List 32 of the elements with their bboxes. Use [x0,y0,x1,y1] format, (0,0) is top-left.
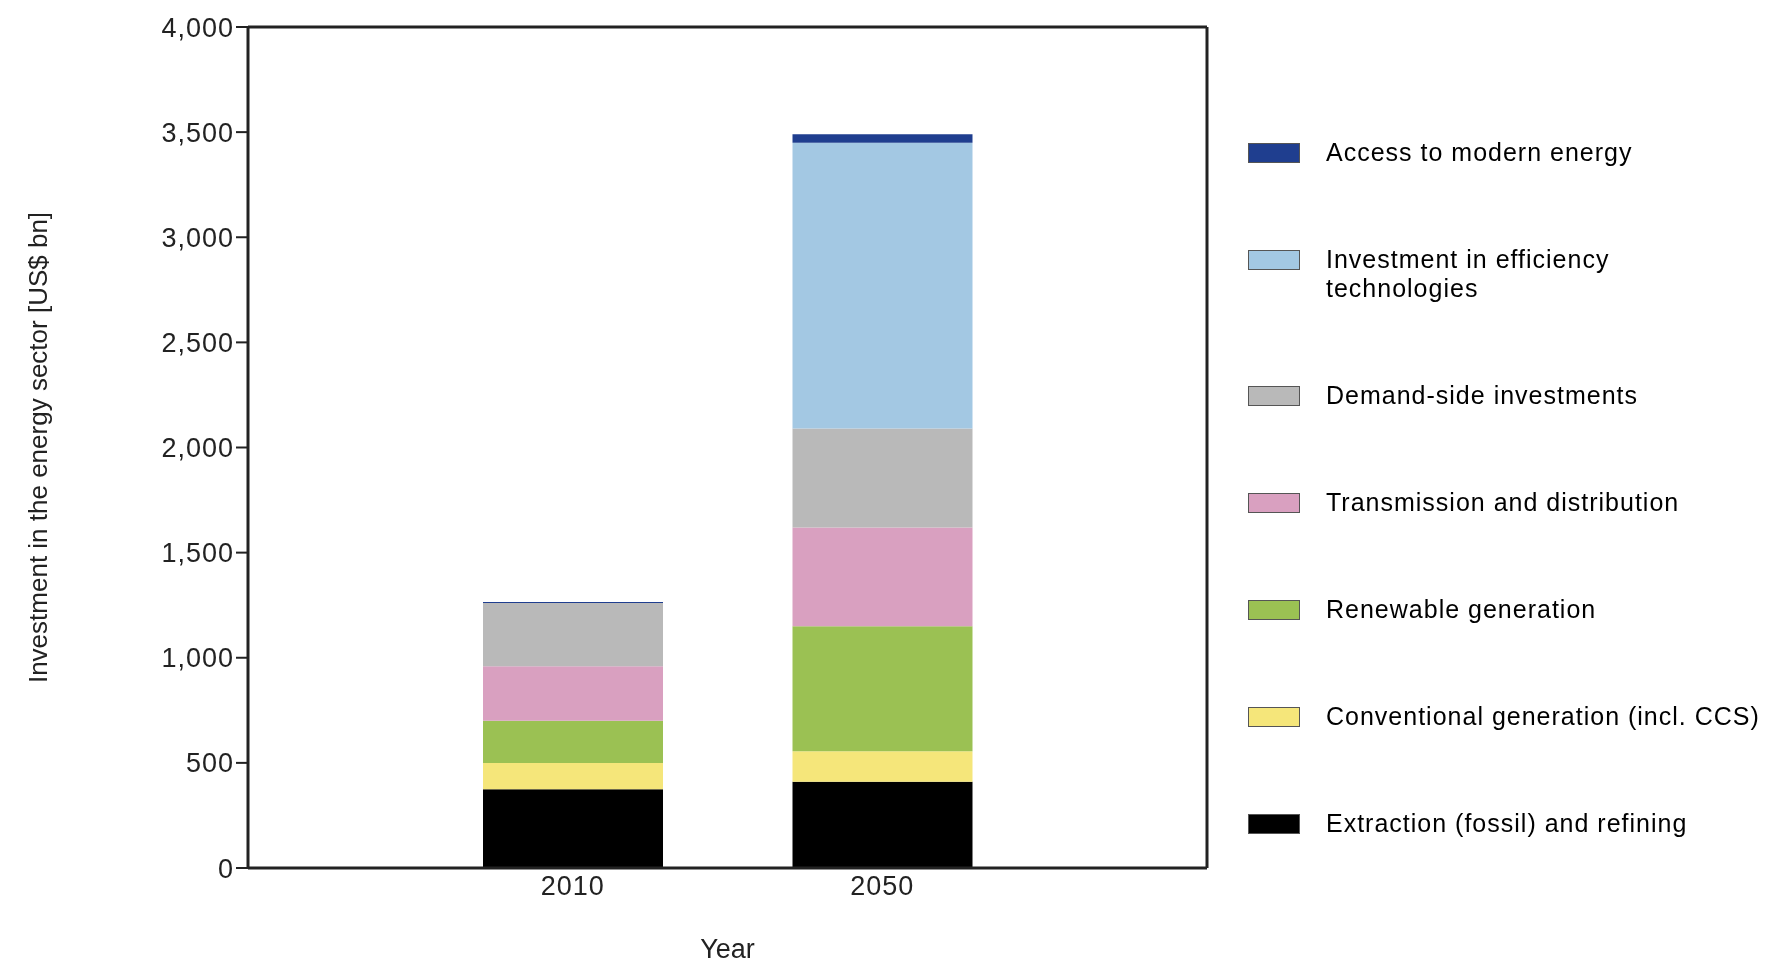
legend-label: Renewable generation [1326,595,1598,624]
legend-label: Transmission and distribution [1326,488,1681,517]
x-tick-label: 2050 [850,871,915,902]
y-tick-label: 4,000 [161,12,234,43]
y-tick-label: 1,500 [161,538,234,569]
legend-label: Demand-side investments [1326,381,1639,410]
x-axis-title: Year [700,934,755,964]
bar [792,134,973,143]
legend-label: Extraction (fossil) and refining [1326,809,1689,838]
bar [483,762,663,790]
y-tick-label: 0 [217,853,234,884]
y-tick-label: 2,000 [161,433,234,464]
y-tick-label: 3,500 [161,117,234,148]
bar [792,781,973,868]
legend-label: Conventional generation (incl. CCS) [1326,702,1761,731]
legend-label: Investment in efficiency technologies [1326,245,1611,303]
bar [483,603,663,667]
bar [792,626,973,752]
legend-label: Access to modern energy [1326,138,1634,167]
y-tick-label: 3,000 [161,222,234,253]
bar [483,720,663,763]
bar [792,527,973,627]
bar [483,666,663,721]
y-tick-label: 500 [185,748,234,779]
bar [792,428,973,528]
bar [792,142,973,429]
bar [792,751,973,782]
y-axis-title: Investment in the energy sector [US$ bn] [23,211,54,684]
y-tick-label: 1,000 [161,643,234,674]
bar [483,789,663,868]
y-tick-label: 2,500 [161,327,234,358]
x-tick-label: 2010 [540,871,605,902]
